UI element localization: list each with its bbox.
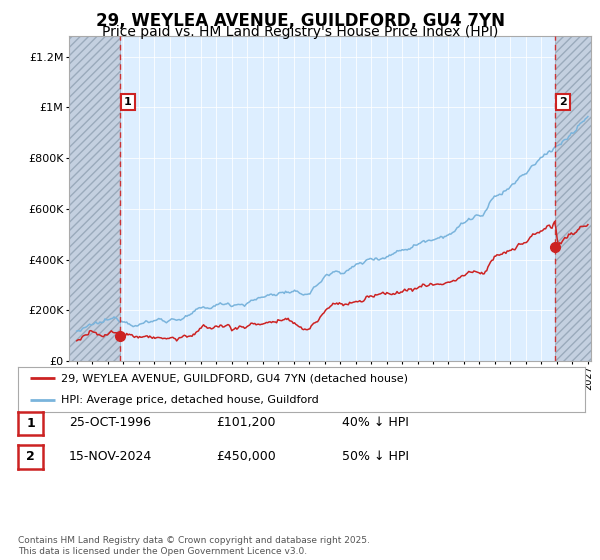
Text: Price paid vs. HM Land Registry's House Price Index (HPI): Price paid vs. HM Land Registry's House … — [102, 25, 498, 39]
Text: 15-NOV-2024: 15-NOV-2024 — [69, 450, 152, 463]
Text: HPI: Average price, detached house, Guildford: HPI: Average price, detached house, Guil… — [61, 395, 318, 405]
Bar — [555, 36, 591, 361]
Text: 29, WEYLEA AVENUE, GUILDFORD, GU4 7YN (detached house): 29, WEYLEA AVENUE, GUILDFORD, GU4 7YN (d… — [61, 374, 407, 384]
Bar — [69, 36, 120, 361]
Text: 2: 2 — [559, 97, 566, 108]
Text: 1: 1 — [26, 417, 35, 430]
Text: 50% ↓ HPI: 50% ↓ HPI — [342, 450, 409, 463]
Text: 40% ↓ HPI: 40% ↓ HPI — [342, 416, 409, 430]
Text: £101,200: £101,200 — [216, 416, 275, 430]
Text: £450,000: £450,000 — [216, 450, 276, 463]
Text: 1: 1 — [124, 97, 132, 108]
Text: Contains HM Land Registry data © Crown copyright and database right 2025.
This d: Contains HM Land Registry data © Crown c… — [18, 536, 370, 556]
Text: 25-OCT-1996: 25-OCT-1996 — [69, 416, 151, 430]
Text: 29, WEYLEA AVENUE, GUILDFORD, GU4 7YN: 29, WEYLEA AVENUE, GUILDFORD, GU4 7YN — [95, 12, 505, 30]
Text: 2: 2 — [26, 450, 35, 464]
